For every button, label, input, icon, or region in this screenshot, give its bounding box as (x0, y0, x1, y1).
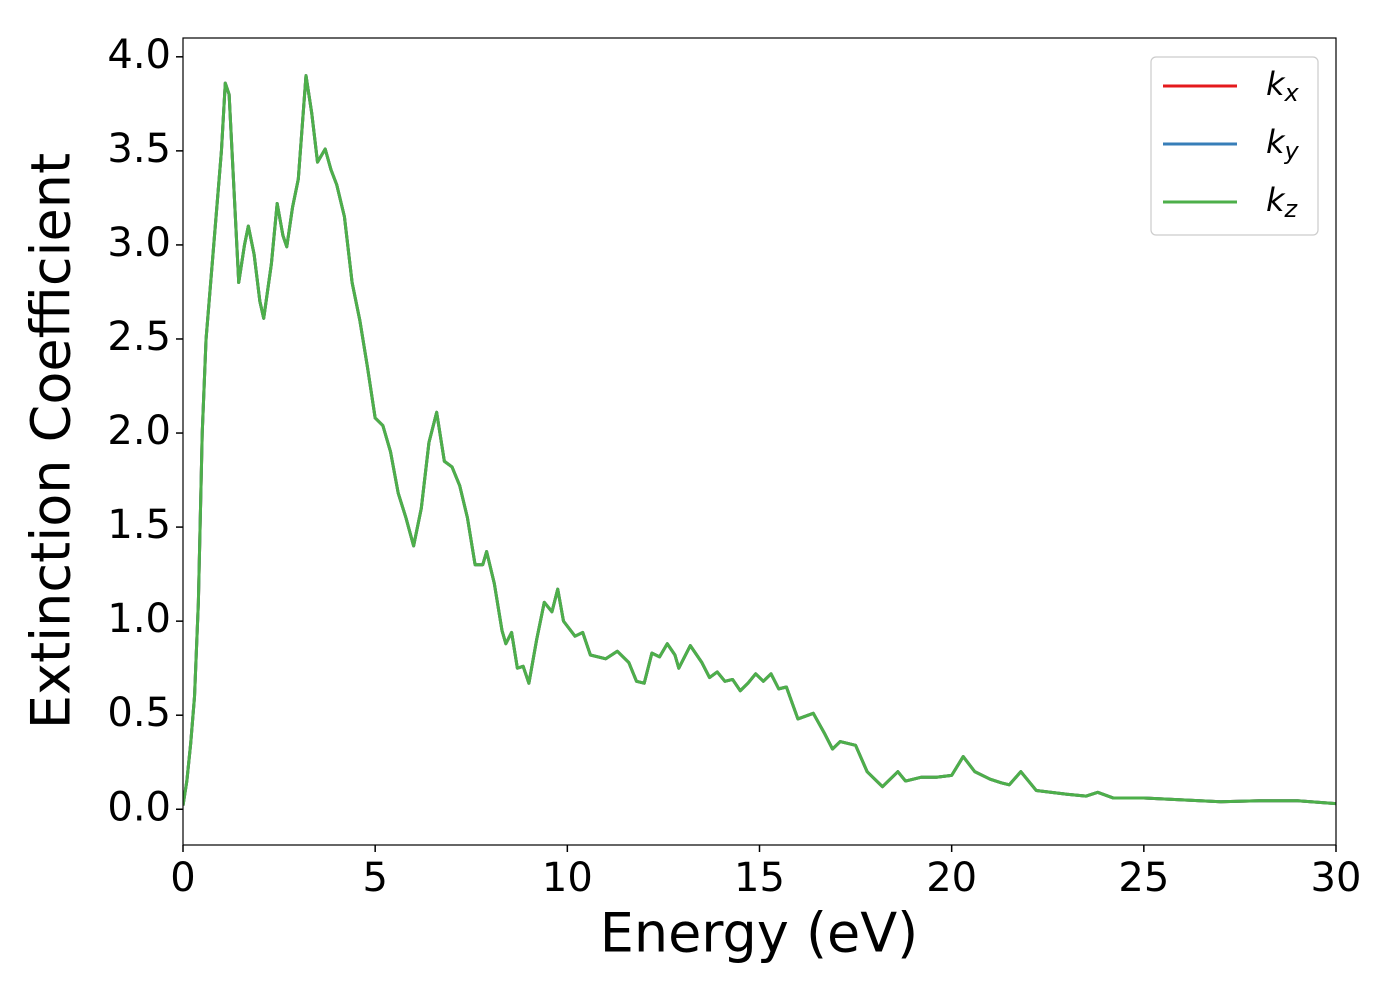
x-tick-label: 15 (734, 855, 785, 901)
legend-label: ky (1266, 123, 1300, 165)
legend-label: kx (1266, 65, 1300, 107)
y-tick-label: 3.0 (107, 220, 171, 266)
y-tick-label: 4.0 (107, 32, 171, 78)
y-tick-label: 1.0 (107, 596, 171, 642)
legend-label: kz (1266, 181, 1299, 223)
legend: kx ky kz (1150, 56, 1319, 236)
y-tick-label: 0.5 (107, 690, 171, 736)
legend-box (1150, 56, 1319, 236)
y-tick-label: 2.0 (107, 408, 171, 454)
plot-frame (182, 37, 1337, 846)
y-tick-label: 0.0 (107, 784, 171, 830)
y-axis-label: Extinction Coefficient (20, 153, 83, 729)
x-tick-label: 30 (1311, 855, 1362, 901)
line-series (183, 74, 1336, 806)
y-tick-label: 2.5 (107, 314, 171, 360)
x-tick-label: 5 (362, 855, 387, 901)
x-tick-label: 25 (1118, 855, 1169, 901)
y-tick-label: 1.5 (107, 502, 171, 548)
x-tick-label: 0 (170, 855, 195, 901)
x-tick-label: 10 (542, 855, 593, 901)
x-tick-label: 20 (926, 855, 977, 901)
x-axis-label: Energy (eV) (600, 902, 919, 965)
y-tick-label: 3.5 (107, 126, 171, 172)
